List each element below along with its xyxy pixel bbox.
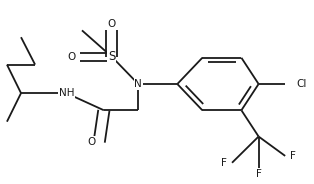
Text: S: S bbox=[108, 50, 115, 63]
Text: F: F bbox=[256, 169, 262, 179]
Text: Cl: Cl bbox=[296, 79, 306, 89]
Text: O: O bbox=[67, 52, 75, 62]
Text: O: O bbox=[108, 19, 116, 29]
Text: NH: NH bbox=[59, 88, 74, 98]
Text: N: N bbox=[134, 79, 142, 89]
Text: O: O bbox=[87, 137, 95, 147]
Text: F: F bbox=[221, 158, 227, 168]
Text: F: F bbox=[290, 151, 296, 161]
